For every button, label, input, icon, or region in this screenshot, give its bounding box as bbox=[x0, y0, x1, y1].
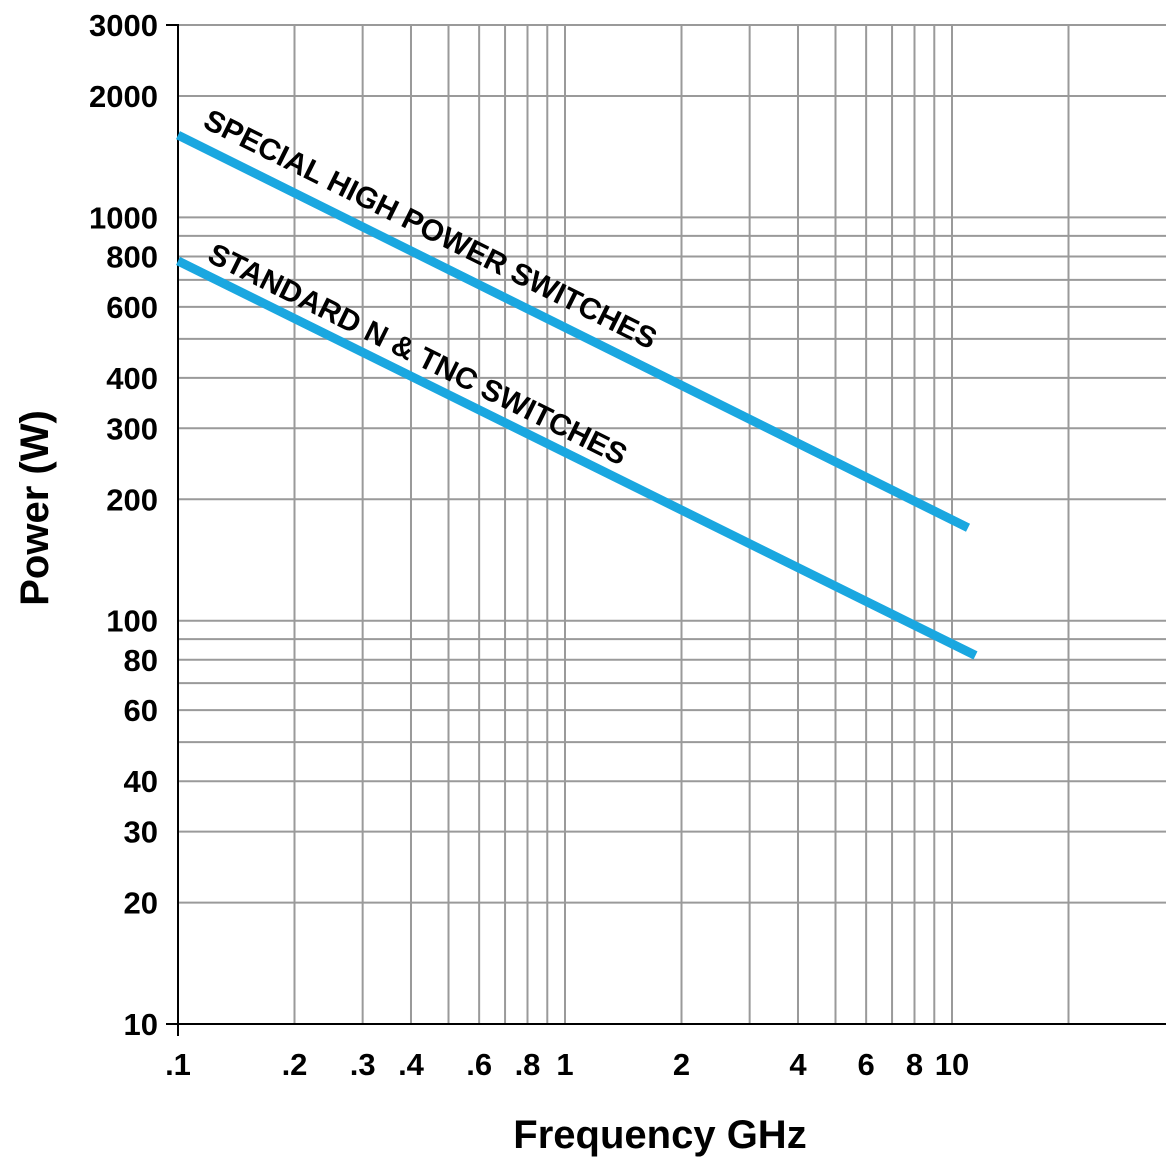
y-tick-label: 600 bbox=[106, 290, 158, 325]
y-tick-label: 60 bbox=[124, 693, 158, 728]
y-tick-label: 80 bbox=[124, 643, 158, 678]
y-tick-labels: 10 20 30 40 60 80 100 200 300 400 600 800 1000 2000 30… bbox=[89, 8, 158, 1042]
series-label-2: STANDARD N & TNC SWITCHES bbox=[203, 237, 632, 472]
data-series bbox=[175, 131, 978, 660]
x-tick-label: .6 bbox=[466, 1047, 492, 1082]
x-tick-label: .3 bbox=[350, 1047, 376, 1082]
y-tick-label: 800 bbox=[106, 240, 158, 275]
y-tick-label: 400 bbox=[106, 361, 158, 396]
x-tick-label: 8 bbox=[906, 1047, 923, 1082]
y-axis-title: Power (W) bbox=[13, 410, 57, 606]
y-tick-label: 1000 bbox=[89, 200, 158, 235]
x-tick-label: 6 bbox=[858, 1047, 875, 1082]
x-axis-title: Frequency GHz bbox=[513, 1113, 806, 1157]
x-tick-label: 2 bbox=[673, 1047, 690, 1082]
x-tick-label: 10 bbox=[935, 1047, 969, 1082]
y-tick-label: 200 bbox=[106, 482, 158, 517]
y-tick-label: 20 bbox=[124, 886, 158, 921]
series-line-2 bbox=[176, 256, 978, 660]
grid-lines bbox=[177, 24, 1166, 1025]
series-line-1 bbox=[175, 131, 971, 532]
y-tick-label: 40 bbox=[124, 764, 158, 799]
y-tick-label: 300 bbox=[106, 411, 158, 446]
series-label-1: SPECIAL HIGH POWER SWITCHES bbox=[198, 103, 661, 356]
x-tick-label: 4 bbox=[789, 1047, 807, 1082]
y-tick-label: 100 bbox=[106, 604, 158, 639]
y-tick-label: 10 bbox=[124, 1007, 158, 1042]
x-tick-label: .4 bbox=[398, 1047, 425, 1082]
x-tick-labels: .1 .2 .3 .4 .6 .8 1 2 4 6 8 10 bbox=[165, 1047, 969, 1082]
x-tick-label: .8 bbox=[515, 1047, 541, 1082]
x-tick-label: .1 bbox=[165, 1047, 191, 1082]
y-tick-label: 2000 bbox=[89, 79, 158, 114]
y-tick-label: 30 bbox=[124, 815, 158, 850]
axes bbox=[166, 24, 1166, 1036]
y-tick-label: 3000 bbox=[89, 8, 158, 43]
x-tick-label: 1 bbox=[556, 1047, 573, 1082]
x-tick-label: .2 bbox=[282, 1047, 308, 1082]
